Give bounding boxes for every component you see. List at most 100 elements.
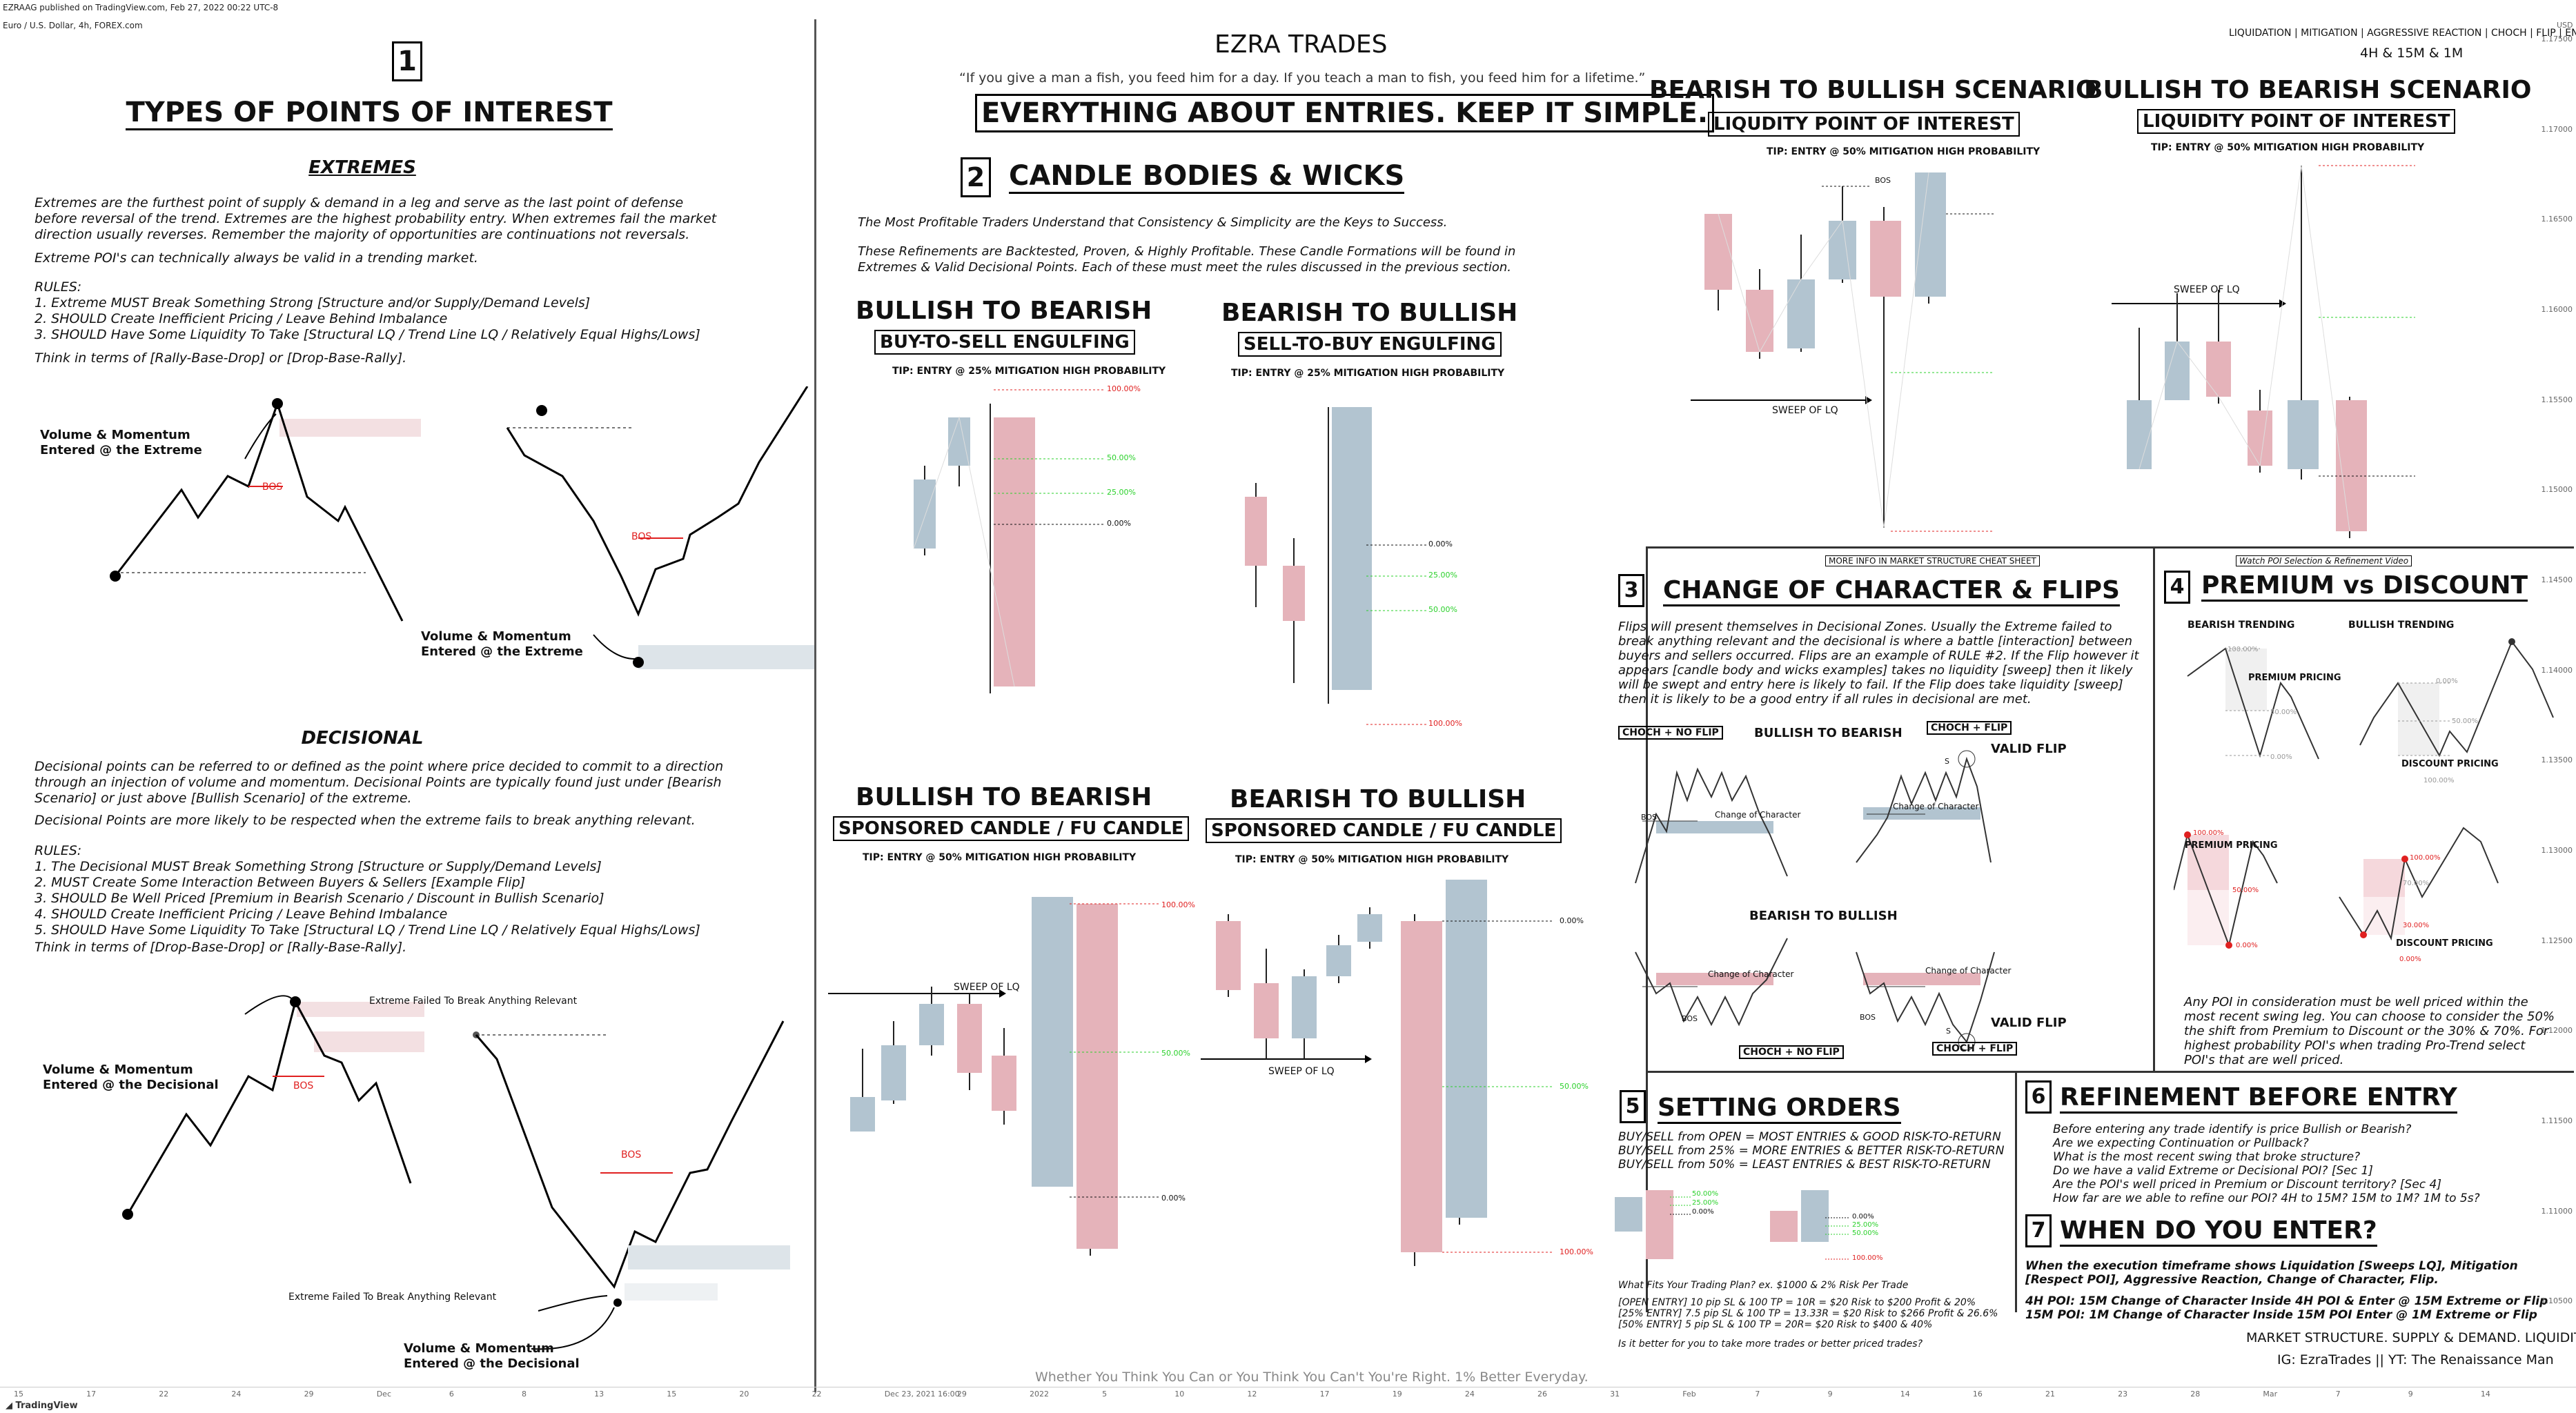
s4-l70: 70.00% (2403, 880, 2430, 887)
choch-flip-1: CHOCH + FLIP (1927, 721, 2012, 735)
lv50-c: 50.00% (1161, 1049, 1190, 1058)
extremes-title: EXTREMES (308, 157, 416, 178)
s4-l50-c: 50.00% (2232, 887, 2259, 894)
s4-l100-d: 100.00% (2410, 854, 2441, 862)
section-7-title: WHEN DO YOU ENTER? (2060, 1216, 2377, 1247)
bos-3a: BOS (1641, 813, 1657, 822)
lqpoi-box-2: LIQUIDITY POINT OF INTEREST (2137, 109, 2456, 134)
decisional-rules: RULES: 1. The Decisional MUST Break Some… (35, 843, 700, 938)
decisional-paragraph: Decisional points can be referred to or … (35, 759, 724, 806)
s7-ig: IG: EzraTrades || YT: The Renaissance Ma… (2277, 1352, 2554, 1367)
date-tick: 2022 (1030, 1390, 1049, 1399)
date-tick: 14 (2480, 1390, 2490, 1399)
lv0-a: 0.00% (1107, 519, 1131, 528)
tip-50-a: TIP: ENTRY @ 50% MITIGATION HIGH PROBABI… (863, 852, 1137, 863)
vol-decisional-label-1: Volume & Momentum Entered @ the Decision… (43, 1063, 219, 1092)
date-tick: Mar (2263, 1390, 2278, 1399)
scenario-bu2be-title: BULLISH TO BEARISH SCENARIO (2084, 76, 2532, 104)
s-label-1: S (1945, 757, 1949, 766)
coc-3: Change of Character (1708, 969, 1794, 979)
premium-label-2: PREMIUM PRICING (2185, 840, 2278, 851)
extremes-diagram-right (483, 386, 814, 676)
tip-25-b: TIP: ENTRY @ 25% MITIGATION HIGH PROBABI… (1231, 368, 1505, 379)
date-tick: 23 (2118, 1390, 2128, 1399)
s7-p2: 4H POI: 15M Change of Character Inside 4… (2025, 1294, 2548, 1322)
s5-l0-b: 0.00% (1852, 1213, 1874, 1221)
banner: EVERYTHING ABOUT ENTRIES. KEEP IT SIMPLE… (975, 94, 1715, 132)
date-tick: 24 (231, 1390, 242, 1399)
date-tick: 16 (1972, 1390, 1983, 1399)
date-tick: 5 (1102, 1390, 1108, 1399)
vol-extreme-label-1: Volume & Momentum Entered @ the Extreme (40, 428, 202, 457)
btbull-title-1: BEARISH TO BULLISH (1221, 299, 1518, 327)
lv0-d: 0.00% (1560, 916, 1584, 925)
date-tick: 9 (1827, 1390, 1833, 1399)
lv25-b: 25.00% (1428, 571, 1457, 580)
date-tick: 13 (594, 1390, 604, 1399)
valid-flip-2: VALID FLIP (1991, 1016, 2067, 1030)
bear-trending: BEARISH TRENDING (2187, 620, 2295, 631)
discount-label-1: DISCOUNT PRICING (2401, 759, 2499, 769)
date-tick: Feb (1682, 1390, 1696, 1399)
setting-orders-chart (1615, 1190, 1849, 1260)
bos-3c: BOS (1860, 1013, 1876, 1022)
date-tick: 15 (667, 1390, 677, 1399)
price-tick: 1.13000 (2541, 846, 2573, 855)
tip-50-b: TIP: ENTRY @ 50% MITIGATION HIGH PROBABI… (1235, 854, 1509, 865)
price-tick: 1.10500 (2541, 1296, 2573, 1306)
s5-l0-a: 0.00% (1692, 1208, 1714, 1216)
section-6-title: REFINEMENT BEFORE ENTRY (2060, 1083, 2457, 1114)
s7-p1: When the execution timeframe shows Liqui… (2025, 1259, 2518, 1287)
choch-noflip-1: CHOCH + NO FLIP (1618, 726, 1723, 740)
choch-noflip-2: CHOCH + NO FLIP (1739, 1045, 1844, 1059)
date-axis[interactable]: 15 17 22 24 29 Dec 6 8 13 15 20 22 Dec 23, 2021 16:0… (0, 1388, 2539, 1401)
date-tick: 26 (1537, 1390, 1547, 1399)
section-number-3: 3 (1618, 574, 1644, 607)
tv-icon: ◢ (6, 1401, 16, 1411)
footer-quote: Whether You Think You Can or You Think Y… (1035, 1370, 1589, 1385)
scen-sweep-1: SWEEP OF LQ (1772, 405, 1838, 416)
btbull-title-2: BEARISH TO BULLISH (1230, 785, 1526, 813)
scenario-chart-1 (1691, 172, 1994, 532)
s4-l50-a: 50.00% (2270, 709, 2297, 716)
failed-label-2: Extreme Failed To Break Anything Relevan… (288, 1292, 497, 1303)
price-tick: 1.13500 (2541, 755, 2573, 765)
lv50-a: 50.00% (1107, 453, 1136, 462)
grid-line-2 (1646, 546, 1648, 1312)
price-tick: 1.15000 (2541, 485, 2573, 495)
date-tick: 9 (2408, 1390, 2413, 1399)
section-3-title: CHANGE OF CHARACTER & FLIPS (1663, 576, 2120, 606)
s5-calc: [OPEN ENTRY] 10 pip SL & 100 TP = 10R = … (1618, 1297, 1998, 1330)
btb-title-2: BULLISH TO BEARISH (856, 783, 1152, 811)
date-tick: 12 (1247, 1390, 1257, 1399)
scen-tip-2: TIP: ENTRY @ 50% MITIGATION HIGH PROBABI… (2151, 142, 2425, 153)
date-tick: 6 (449, 1390, 454, 1399)
date-tick: 15 (14, 1390, 23, 1399)
scen-bos-1: BOS (1875, 176, 1891, 185)
section-3-paragraph: Flips will present themselves in Decisio… (1618, 620, 2139, 706)
tradingview-logo[interactable]: ◢ TradingView (6, 1401, 78, 1411)
grid-line-3 (2153, 546, 2155, 1071)
decisional-note: Decisional Points are more likely to be … (35, 813, 696, 828)
sponsored-box-2: SPONSORED CANDLE / FU CANDLE (1206, 818, 1562, 843)
section-number-4: 4 (2164, 571, 2190, 604)
brand-title: EZRA TRADES (1215, 30, 1388, 59)
choch-diagrams (1635, 750, 1995, 1051)
sweep-label-1: SWEEP OF LQ (954, 982, 1020, 993)
s4-l30: 30.00% (2403, 922, 2430, 929)
date-tick: 17 (1319, 1390, 1330, 1399)
timeframes: 4H & 15M & 1M (2360, 46, 2464, 61)
engulf-chart-1 (913, 389, 1104, 693)
price-tick: 1.14000 (2541, 665, 2573, 675)
bos-label-1: BOS (262, 482, 283, 493)
grid-line-5 (2015, 1071, 2017, 1312)
price-axis[interactable]: 1.17500 1.17000 1.16500 1.16000 1.15500 1.150… (2539, 34, 2574, 1387)
currency-label: USD (2557, 21, 2573, 30)
section-2-title: CANDLE BODIES & WICKS (1009, 160, 1405, 194)
s3-b2be: BULLISH TO BEARISH (1754, 726, 1902, 740)
section-number-1: 1 (392, 41, 422, 81)
date-tick: 7 (1755, 1390, 1760, 1399)
price-tick: 1.16000 (2541, 305, 2573, 314)
date-tick: 8 (522, 1390, 527, 1399)
price-tick: 1.17500 (2541, 34, 2573, 43)
